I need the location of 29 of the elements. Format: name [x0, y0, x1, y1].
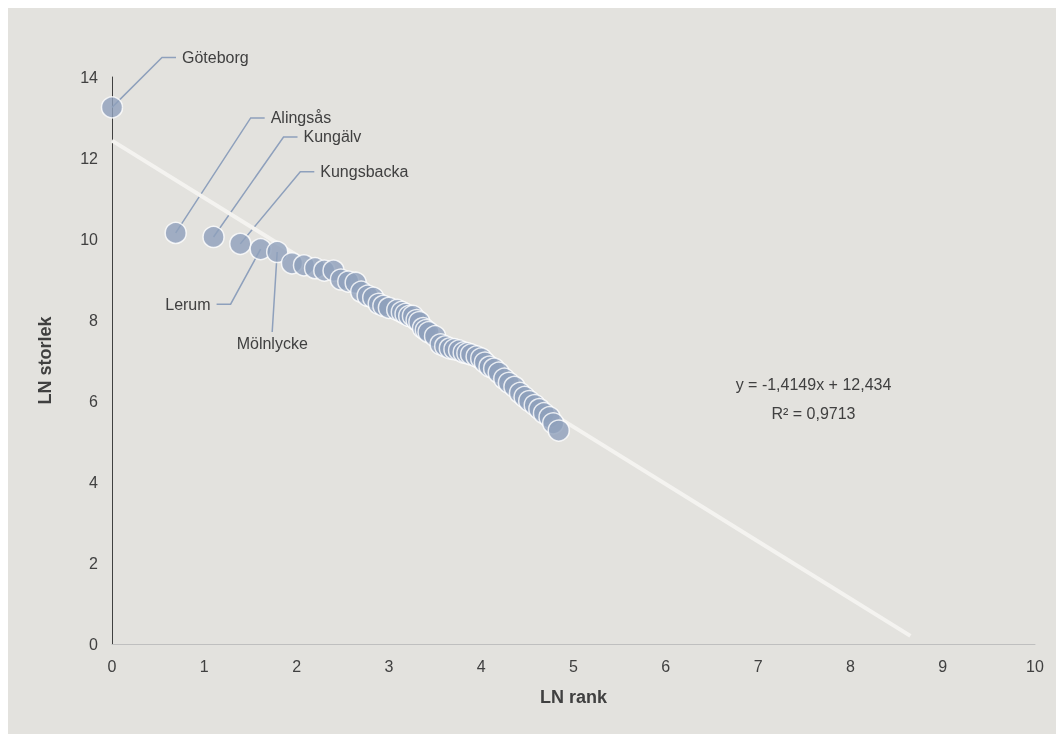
annotation: Kungälv: [303, 128, 362, 146]
annotation: Alingsås: [270, 109, 332, 127]
y-tick-label: 14: [80, 68, 99, 86]
x-tick-label: 1: [199, 657, 209, 675]
y-tick-label: 10: [80, 230, 99, 248]
y-tick-label: 12: [80, 149, 99, 167]
x-axis-title: LN rank: [539, 687, 608, 707]
annotation: Mölnlycke: [236, 335, 308, 353]
x-tick-label: 0: [107, 657, 117, 675]
annotation: Kungsbacka: [320, 163, 409, 181]
x-tick-label: 4: [476, 657, 486, 675]
x-tick-label: 2: [292, 657, 302, 675]
x-tick-label: 7: [753, 657, 763, 675]
x-tick-label: 3: [384, 657, 394, 675]
y-tick-label: 0: [89, 635, 99, 653]
x-tick-label: 5: [569, 657, 579, 675]
annotation: Göteborg: [182, 48, 249, 66]
annotation: Lerum: [165, 295, 211, 313]
y-axis-title: LN storlek: [35, 315, 55, 405]
x-tick-label: 6: [661, 657, 671, 675]
y-tick-label: 6: [89, 392, 99, 410]
x-tick-label: 10: [1026, 657, 1044, 675]
annotation: y = -1,4149x + 12,434: [735, 376, 892, 394]
y-tick-label: 4: [89, 473, 99, 491]
y-tick-label: 2: [89, 554, 99, 572]
x-tick-label: 8: [845, 657, 855, 675]
annotation: R² = 0,9713: [771, 404, 856, 422]
y-tick-label: 8: [89, 311, 99, 329]
x-tick-label: 9: [938, 657, 948, 675]
